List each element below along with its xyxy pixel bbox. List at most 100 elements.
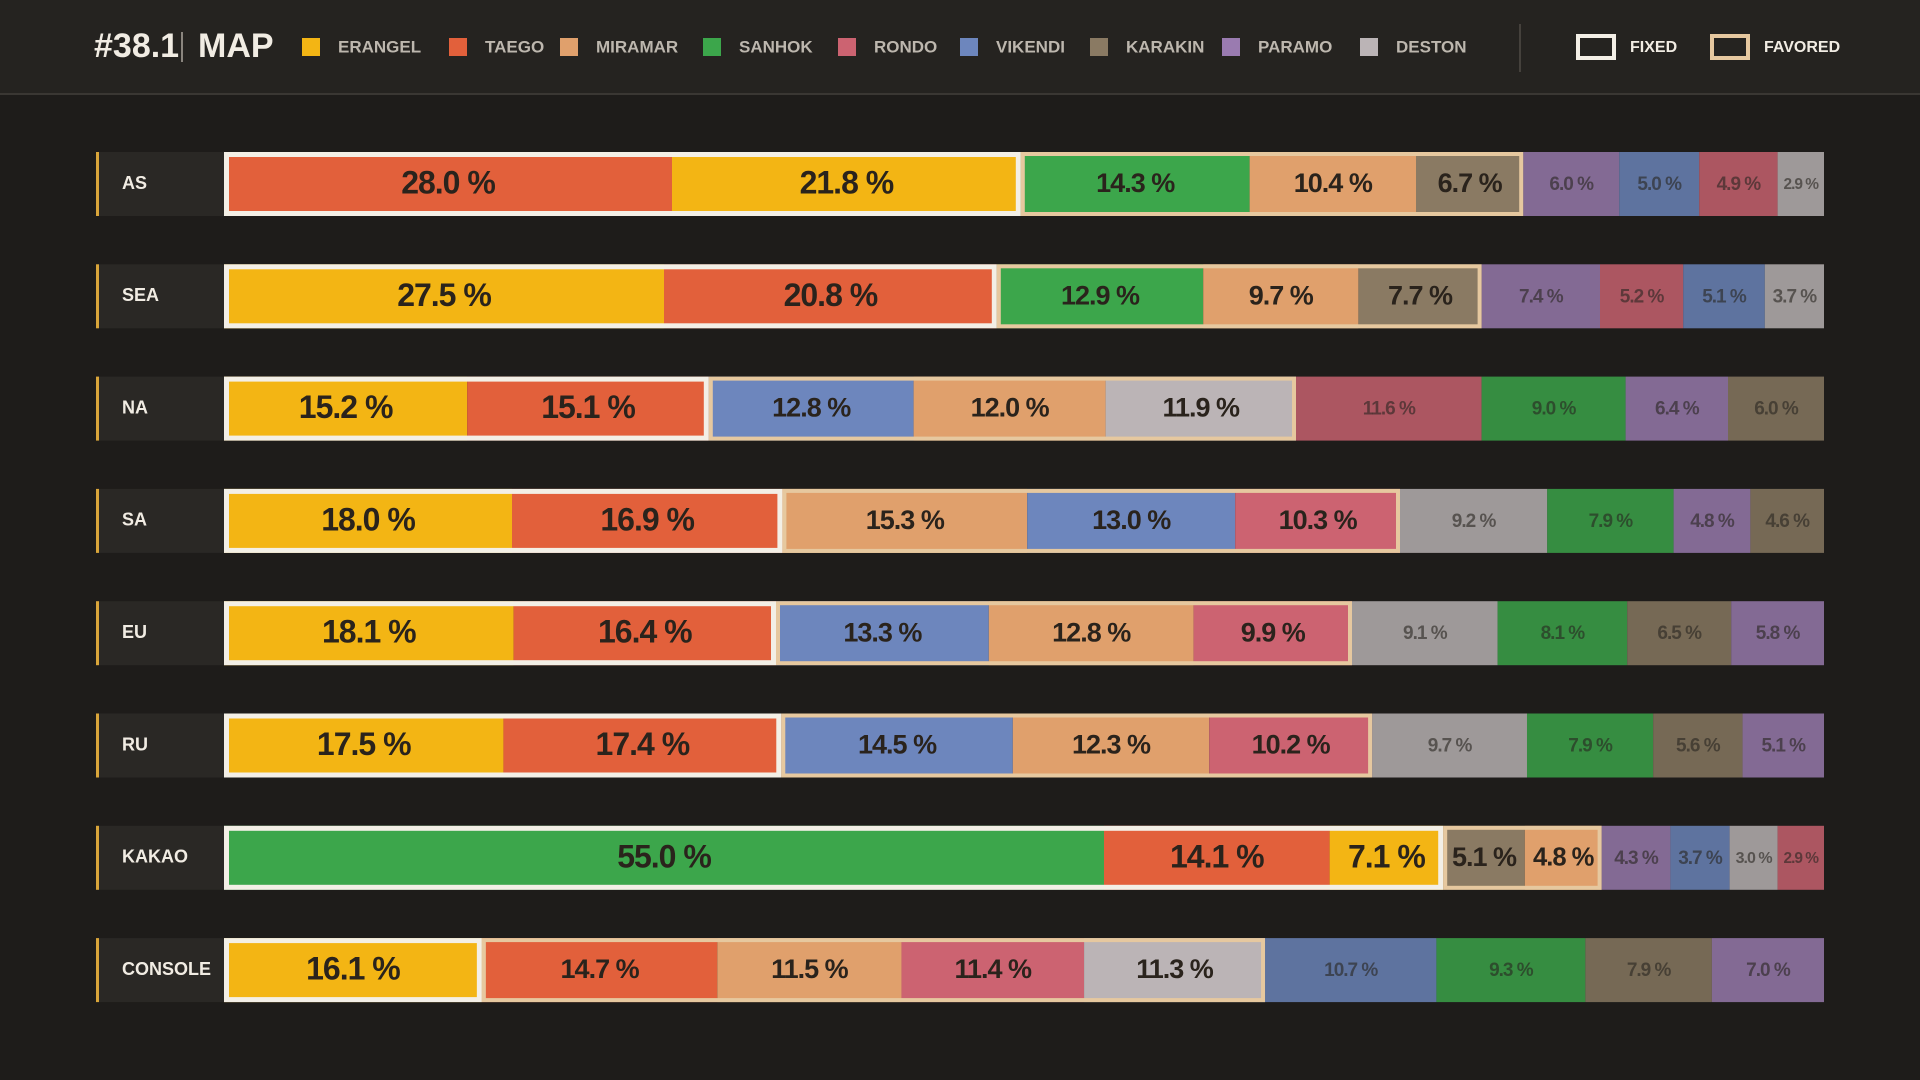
legend-swatch [838, 38, 856, 56]
row-label-box [96, 152, 224, 216]
bar-segment [1012, 713, 1210, 778]
bar-segment [1481, 264, 1600, 329]
segment-label: 12.3 % [1072, 730, 1151, 760]
segment-label: 17.5 % [317, 726, 411, 762]
bar-segment [1777, 825, 1824, 890]
legend-label: SANHOK [739, 37, 813, 56]
row-accent [96, 152, 99, 216]
favored-outline [708, 376, 1296, 441]
row-accent [96, 488, 99, 553]
bar-segment [781, 713, 1013, 778]
segment-label: 5.1 % [1761, 736, 1806, 757]
segment-label: 9.2 % [1452, 511, 1497, 532]
row-label: AS [122, 173, 147, 193]
group-legend-label: FAVORED [1764, 39, 1840, 56]
legend-swatch [302, 38, 320, 56]
segment-label: 9.3 % [1489, 960, 1534, 981]
segment-label: 4.8 % [1690, 511, 1735, 532]
bar-segment [1481, 376, 1626, 441]
bar-segment [224, 264, 664, 329]
segment-label: 17.4 % [596, 726, 690, 762]
segment-label: 2.9 % [1784, 176, 1820, 193]
segment-label: 6.5 % [1657, 623, 1702, 644]
bar-segment [1400, 488, 1548, 553]
bar-segment [1358, 264, 1482, 329]
favored-outline [776, 601, 1352, 666]
bar-segment [224, 488, 512, 553]
bar-segment [1731, 601, 1824, 666]
segment-label: 7.0 % [1746, 960, 1791, 981]
bar-segment [1547, 488, 1674, 553]
bar-segment [513, 601, 776, 666]
bar-segment [1683, 264, 1765, 329]
favored-outline [1443, 825, 1602, 890]
fixed-outline [224, 713, 782, 778]
group-legend-swatch [1710, 34, 1750, 60]
legend-swatch [1360, 38, 1378, 56]
segment-label: 6.4 % [1655, 399, 1700, 420]
segment-label: 18.0 % [321, 501, 415, 537]
group-legend-swatch [1576, 34, 1616, 60]
legend-label: VIKENDI [996, 37, 1065, 56]
row-label: EU [122, 622, 147, 642]
segment-label: 7.9 % [1568, 736, 1613, 757]
segment-label: 3.0 % [1736, 850, 1773, 867]
segment-label: 28.0 % [401, 164, 495, 200]
segment-label: 7.1 % [1348, 838, 1425, 874]
segment-label: 14.5 % [858, 730, 937, 760]
favored-outline [1020, 152, 1524, 216]
bar-segment [1524, 825, 1602, 890]
row-accent [96, 713, 99, 778]
segment-label: 12.8 % [772, 393, 851, 423]
segment-label: 16.9 % [600, 501, 694, 537]
legend-label: TAEGO [485, 37, 544, 56]
segment-label: 5.1 % [1452, 842, 1517, 872]
segment-label: 10.2 % [1252, 730, 1331, 760]
segment-label: 16.1 % [306, 951, 400, 987]
bar-segment [1653, 713, 1743, 778]
legend-swatch [449, 38, 467, 56]
segment-label: 11.3 % [1136, 954, 1214, 984]
row-label: CONSOLE [122, 959, 211, 979]
segment-label: 4.6 % [1765, 511, 1810, 532]
bar-segment [1084, 938, 1266, 1003]
bar-segment [1699, 152, 1778, 216]
segment-label: 20.8 % [784, 277, 878, 313]
bar-segment [1027, 488, 1236, 553]
segment-label: 11.9 % [1163, 393, 1241, 423]
segment-label: 12.0 % [971, 393, 1050, 423]
bar-segment [1619, 152, 1700, 216]
legend-swatch [1090, 38, 1108, 56]
segment-label: 15.3 % [866, 505, 945, 535]
bar-segment [1523, 152, 1620, 216]
segment-label: 9.7 % [1428, 736, 1473, 757]
bar-segment [1436, 938, 1586, 1003]
segment-label: 13.0 % [1092, 505, 1171, 535]
bar-segment [988, 601, 1194, 666]
bar-segment [1585, 938, 1712, 1003]
legend-swatch [560, 38, 578, 56]
row-accent [96, 938, 99, 1003]
bar-segment [224, 601, 514, 666]
row-label: NA [122, 397, 148, 417]
bar-segment [1020, 152, 1250, 216]
legend-label: DESTON [1396, 37, 1467, 56]
fixed-outline [224, 601, 776, 666]
bar-segment [481, 938, 718, 1003]
bar-segment [503, 713, 782, 778]
bar-segment [776, 601, 989, 666]
segment-label: 4.3 % [1614, 848, 1659, 869]
bar-segment [664, 264, 997, 329]
bar-segment [1728, 376, 1824, 441]
bar-segment [1627, 601, 1732, 666]
fixed-outline [224, 152, 1021, 216]
bar-segment [1729, 825, 1778, 890]
bar-segment [224, 938, 482, 1003]
legend-label: KARAKIN [1126, 37, 1204, 56]
bar-segment [1764, 264, 1824, 329]
bar-segment [1777, 152, 1824, 216]
segment-label: 10.7 % [1324, 960, 1378, 981]
bar-segment [1670, 825, 1730, 890]
group-legend-label: FIXED [1630, 39, 1677, 56]
legend-label: PARAMO [1258, 37, 1332, 56]
